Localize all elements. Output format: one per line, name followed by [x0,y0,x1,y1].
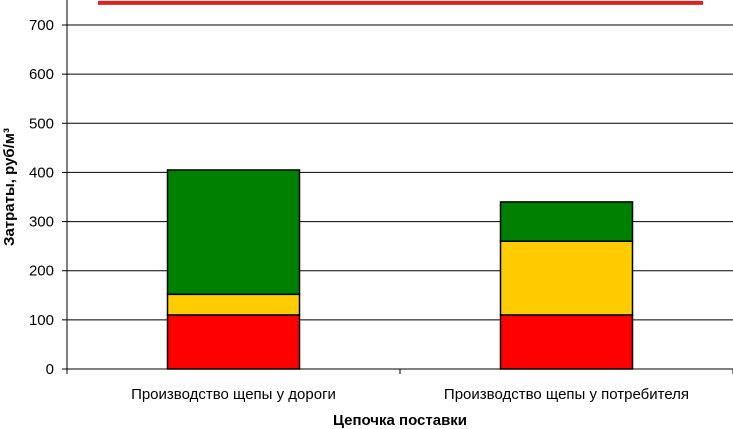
y-tick-label: 0 [46,361,54,378]
y-tick-label: 100 [29,312,54,329]
bars [166,169,634,370]
y-axis-title: Затраты, руб/м³ [1,128,18,246]
y-axis-ticks: 0 100 200 300 400 500 600 700 [29,17,67,378]
y-tick-label: 300 [29,214,54,231]
x-category-label: Производство щепы у дороги [131,386,336,403]
x-axis-categories: Производство щепы у дороги Производство щ… [131,386,689,403]
axes [66,0,733,374]
x-axis-title: Цепочка поставки [333,412,467,429]
bar-segment [499,201,634,242]
x-category-label: Производство щепы у потребителя [444,386,689,403]
y-tick-label: 600 [29,66,54,83]
bar-segment [166,169,301,296]
y-tick-label: 400 [29,164,54,181]
bar-segment [166,293,301,316]
bar-segment [499,314,634,370]
bar-segment [499,240,634,316]
y-tick-label: 200 [29,263,54,280]
y-tick-label: 700 [29,17,54,34]
bar-segment [166,314,301,370]
y-tick-label: 500 [29,115,54,132]
